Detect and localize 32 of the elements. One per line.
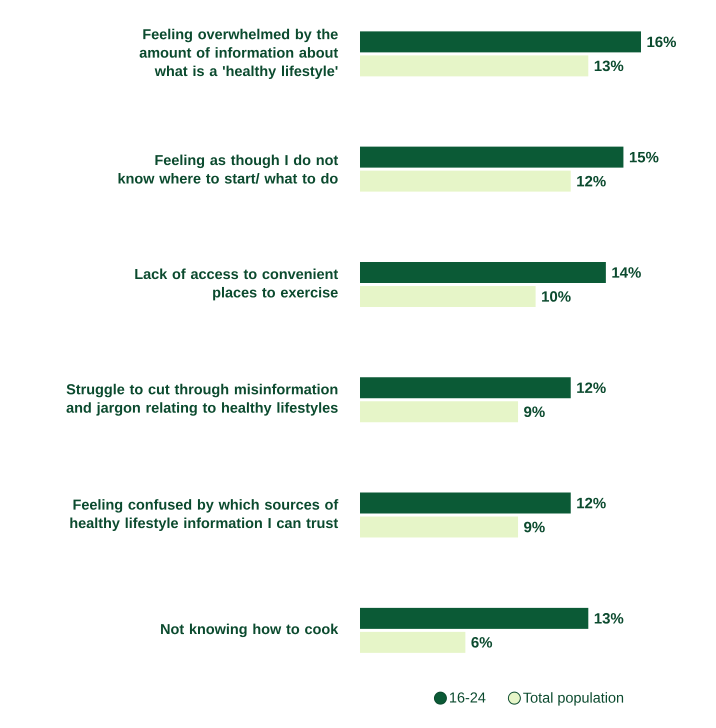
bar xyxy=(360,401,518,422)
bar xyxy=(360,146,624,168)
data-label: 13% xyxy=(594,60,624,72)
y-tick-label: Feeling as though I do not know where to start/ what to do xyxy=(118,154,338,184)
legend-label: 16-24 xyxy=(450,692,486,703)
y-tick-label: Struggle to cut through misinformation and jargon relating to healthy lifestyles xyxy=(66,384,338,416)
legend-label: Total population xyxy=(523,692,624,706)
data-label: 9% xyxy=(524,522,545,532)
bar xyxy=(360,377,571,398)
data-label: 10% xyxy=(542,291,571,302)
bar xyxy=(360,170,571,192)
data-label: 12% xyxy=(577,382,606,394)
data-label: 6% xyxy=(471,637,492,648)
bar xyxy=(360,516,518,538)
bar xyxy=(360,31,641,52)
data-label: 15% xyxy=(630,152,658,162)
bar xyxy=(360,608,588,629)
bar xyxy=(360,492,571,514)
bar xyxy=(360,262,606,283)
data-label: 16% xyxy=(647,36,676,48)
y-tick-label: Not knowing how to cook xyxy=(161,624,338,638)
bar xyxy=(360,55,588,76)
data-label: 13% xyxy=(594,613,624,624)
data-label: 9% xyxy=(524,406,545,418)
data-label: 14% xyxy=(612,267,641,278)
data-label: 12% xyxy=(577,498,606,508)
bar xyxy=(360,286,536,307)
y-tick-label: Lack of access to convenient places to exercise xyxy=(135,268,338,300)
y-tick-label: Feeling overwhelmed by the amount of information about what is a 'healthy lifestyle' xyxy=(140,28,338,80)
data-label: 12% xyxy=(577,176,606,186)
y-tick-label: Feeling confused by which sources of healthy lifestyle information I can trust xyxy=(70,499,338,532)
bar xyxy=(360,632,466,653)
